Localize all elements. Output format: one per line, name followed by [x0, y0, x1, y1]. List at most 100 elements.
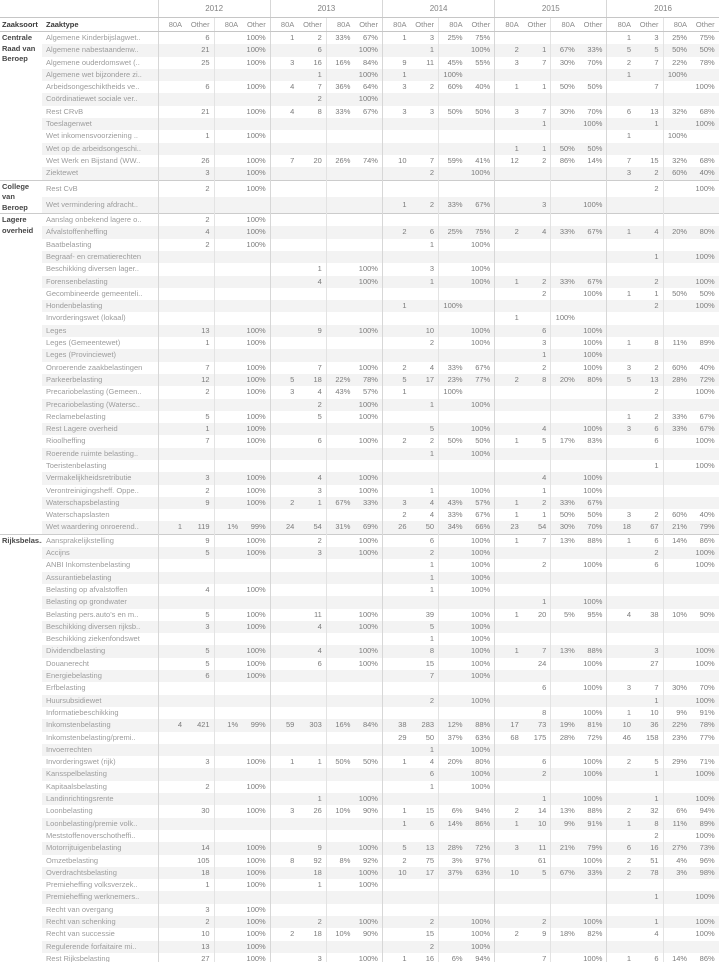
data-cell[interactable] [186, 571, 215, 584]
data-cell[interactable] [494, 179, 523, 197]
row-label[interactable]: Rest CRvB [46, 106, 84, 116]
data-cell[interactable]: 1 [634, 250, 664, 264]
data-cell[interactable]: 54 [522, 521, 551, 535]
data-cell[interactable] [550, 793, 579, 806]
data-cell[interactable]: 3 [381, 496, 411, 510]
data-cell[interactable]: 69% [354, 521, 383, 535]
data-cell[interactable] [298, 571, 327, 584]
data-cell[interactable] [325, 768, 355, 781]
data-cell[interactable]: 1 [522, 793, 551, 806]
data-cell[interactable]: 78% [691, 56, 719, 69]
data-cell[interactable] [662, 238, 692, 251]
data-cell[interactable]: 8% [325, 854, 355, 867]
data-cell[interactable] [157, 118, 187, 131]
data-cell[interactable]: 3 [606, 682, 635, 695]
row-label[interactable]: Regulerende forfaitaire mi.. [42, 940, 158, 953]
data-cell[interactable] [269, 423, 299, 436]
row-label[interactable]: Energiebelasting [42, 670, 158, 683]
data-cell[interactable]: 22% [662, 719, 692, 732]
data-cell[interactable]: 1 [381, 31, 411, 45]
data-cell[interactable] [298, 239, 326, 251]
data-cell[interactable] [662, 472, 692, 485]
data-cell[interactable]: 100% [242, 670, 271, 683]
data-cell[interactable] [157, 805, 187, 818]
data-cell[interactable] [635, 781, 663, 793]
data-cell[interactable]: 1 [494, 275, 523, 288]
data-cell[interactable] [381, 879, 411, 892]
data-cell[interactable] [522, 940, 551, 953]
data-cell[interactable] [634, 196, 664, 214]
data-cell[interactable]: 4% [662, 854, 692, 867]
data-cell[interactable]: 100% [471, 485, 491, 495]
data-cell[interactable]: 91% [578, 817, 607, 830]
row-label[interactable]: Waterschapsbelasting [42, 496, 158, 510]
data-cell[interactable]: 23 [494, 521, 523, 535]
data-cell[interactable]: 7 [522, 533, 551, 548]
data-cell[interactable]: 50% [662, 287, 692, 301]
data-cell[interactable] [298, 596, 327, 609]
data-cell[interactable] [662, 743, 692, 757]
data-cell[interactable] [467, 312, 495, 324]
data-cell[interactable] [242, 398, 271, 411]
group-label[interactable]: Lagere overheid [0, 213, 42, 535]
data-cell[interactable] [523, 32, 551, 45]
row-label[interactable]: Recht van overgang [46, 904, 114, 914]
data-cell[interactable] [213, 213, 243, 227]
data-cell[interactable] [298, 250, 327, 264]
data-cell[interactable] [325, 423, 355, 436]
data-cell[interactable] [691, 142, 719, 155]
data-cell[interactable] [550, 410, 579, 424]
data-cell[interactable] [438, 645, 467, 658]
row-label[interactable]: Recht van schenking [42, 915, 158, 929]
data-cell[interactable] [691, 398, 719, 411]
data-cell[interactable]: 1 [157, 521, 187, 535]
data-cell[interactable]: 32 [650, 806, 659, 816]
data-cell[interactable] [157, 928, 187, 941]
data-cell[interactable] [213, 768, 243, 781]
data-cell[interactable] [410, 93, 439, 106]
data-cell[interactable]: 100% [578, 423, 607, 436]
row-label[interactable]: Roerende ruimte belasting.. [42, 447, 158, 460]
data-cell[interactable]: 70% [691, 682, 719, 695]
data-cell[interactable] [269, 312, 299, 325]
data-cell[interactable] [269, 670, 299, 683]
data-cell[interactable]: 6 [522, 324, 551, 338]
data-cell[interactable]: 5 [410, 423, 439, 436]
data-cell[interactable]: 2 [634, 300, 664, 313]
data-cell[interactable] [522, 179, 551, 197]
data-cell[interactable]: 100% [691, 645, 719, 658]
data-cell[interactable] [634, 670, 664, 683]
data-cell[interactable]: 100% [242, 533, 271, 548]
data-cell[interactable] [298, 179, 327, 197]
data-cell[interactable]: 1 [606, 817, 635, 830]
data-cell[interactable]: 1 [494, 496, 523, 510]
data-cell[interactable]: 67% [475, 362, 491, 372]
data-cell[interactable] [269, 842, 299, 855]
data-cell[interactable] [635, 904, 663, 916]
data-cell[interactable] [381, 410, 411, 424]
data-cell[interactable]: 2 [634, 179, 664, 197]
data-cell[interactable]: 63% [475, 732, 491, 742]
data-cell[interactable] [269, 361, 299, 374]
data-cell[interactable] [578, 694, 607, 707]
data-cell[interactable]: 1 [381, 817, 411, 830]
data-cell[interactable] [438, 608, 467, 621]
data-cell[interactable] [494, 300, 523, 313]
data-cell[interactable]: 15 [425, 929, 435, 939]
data-cell[interactable]: 6 [634, 423, 664, 436]
data-cell[interactable] [325, 842, 355, 855]
data-cell[interactable] [213, 484, 243, 497]
data-cell[interactable] [606, 263, 635, 276]
data-cell[interactable]: 1 [381, 196, 411, 214]
data-cell[interactable]: 57% [362, 387, 378, 397]
data-cell[interactable] [269, 275, 299, 288]
data-cell[interactable]: 4 [298, 645, 327, 658]
data-cell[interactable]: 25% [438, 31, 467, 45]
data-cell[interactable] [242, 509, 270, 521]
data-cell[interactable] [662, 583, 692, 597]
data-cell[interactable] [213, 706, 243, 720]
data-cell[interactable] [662, 780, 692, 794]
data-cell[interactable] [691, 447, 719, 460]
data-cell[interactable] [494, 940, 523, 953]
data-cell[interactable]: 50% [662, 44, 692, 57]
